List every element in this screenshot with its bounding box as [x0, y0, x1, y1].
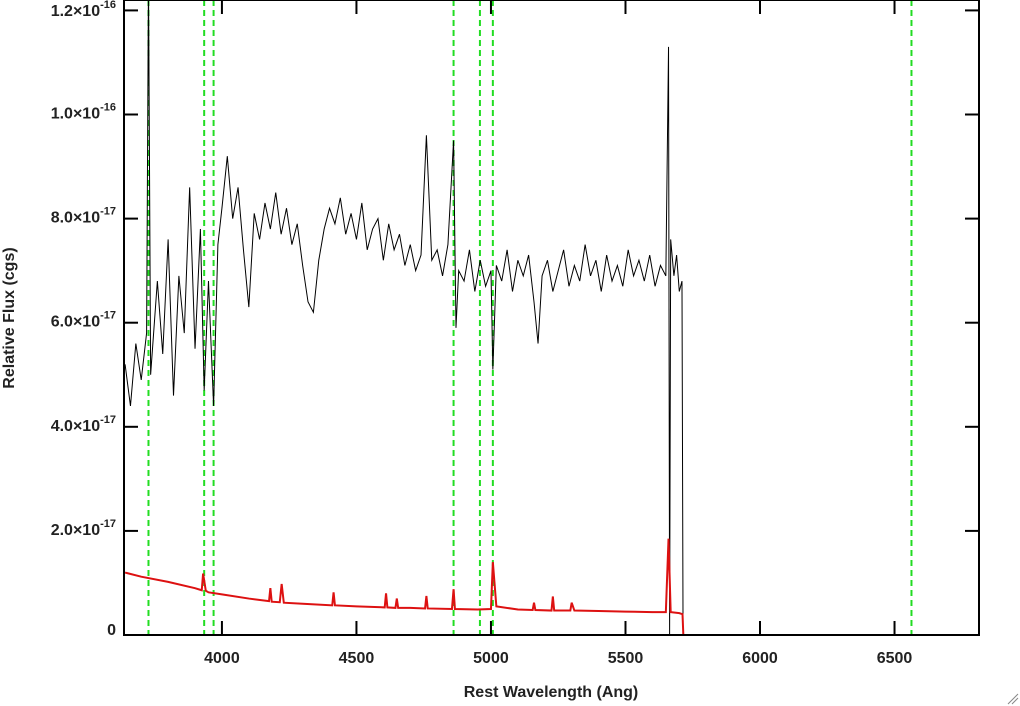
y-tick-label-base: 4.0×10 — [51, 418, 100, 435]
resize-grip — [1007, 693, 1019, 705]
y-tick-label-exponent: -16 — [100, 0, 116, 11]
x-tick-label: 6000 — [742, 650, 778, 667]
y-tick-label-exponent: -17 — [100, 310, 116, 322]
y-tick-label: 2.0×10-17 — [51, 518, 116, 539]
y-tick-label-exponent: -17 — [100, 206, 116, 218]
x-tick-label: 6500 — [877, 650, 913, 667]
y-tick-label: 6.0×10-17 — [51, 310, 116, 331]
y-tick-label: 1.0×10-16 — [51, 101, 116, 122]
y-tick-label-base: 8.0×10 — [51, 210, 100, 227]
x-axis-label: Rest Wavelength (Ang) — [464, 684, 639, 701]
plot-frame — [123, 0, 980, 636]
y-tick-label-exponent: -17 — [100, 414, 116, 426]
y-tick-label: 4.0×10-17 — [51, 414, 116, 435]
y-tick-label-base: 1.0×10 — [51, 106, 100, 123]
y-tick-label-base: 6.0×10 — [51, 314, 100, 331]
plot-area — [124, 0, 979, 635]
y-tick-label-exponent: -16 — [100, 101, 116, 113]
y-tick-label: 0 — [107, 622, 116, 639]
y-tick-label-exponent: -17 — [100, 518, 116, 530]
x-tick-label: 4500 — [339, 650, 375, 667]
y-tick-label: 1.2×10-16 — [51, 0, 116, 20]
y-tick-label-base: 1.2×10 — [51, 3, 100, 20]
x-tick-label: 5500 — [608, 650, 644, 667]
spectrum-line — [124, 538, 979, 635]
y-tick-label: 8.0×10-17 — [51, 206, 116, 227]
spectrum-line — [124, 0, 684, 635]
y-tick-label-base: 2.0×10 — [51, 522, 100, 539]
x-tick-label: 5000 — [473, 650, 509, 667]
x-tick-label: 4000 — [204, 650, 240, 667]
y-axis-label: Relative Flux (cgs) — [1, 247, 18, 388]
